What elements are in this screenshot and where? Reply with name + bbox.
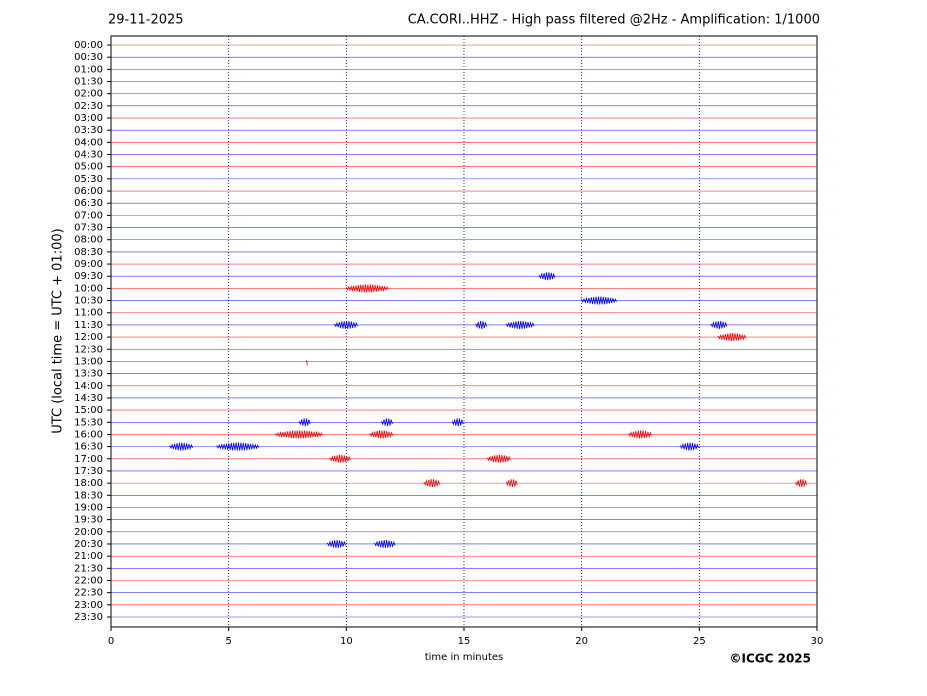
y-tick-label: 14:00 [74,381,103,392]
y-tick-label: 08:30 [74,247,103,258]
burst [345,284,389,293]
burst [505,479,518,488]
burst [381,418,393,427]
y-tick-label: 15:30 [74,417,103,428]
date: 29-11-2025 [108,13,184,28]
y-tick-label: 04:00 [74,137,103,148]
y-tick-label: 00:30 [74,52,103,63]
y-tick-label: 07:00 [74,210,103,221]
burst [275,430,323,439]
burst [334,320,358,329]
chart-title: CA.CORI..HHZ - High pass filtered @2Hz -… [408,13,820,28]
y-tick-label: 14:30 [74,393,103,404]
y-tick-label: 10:30 [74,296,103,307]
y-tick-label: 09:30 [74,271,103,282]
y-tick-label: 11:00 [74,308,103,319]
y-tick-label: 12:00 [74,332,103,343]
y-axis-label: UTC (local time = UTC + 01:00) [51,228,66,433]
y-tick-label: 20:00 [74,527,103,538]
burst [451,418,464,427]
x-tick-label: 10 [340,636,353,647]
x-tick-label: 0 [108,636,114,647]
x-axis-label: time in minutes [425,652,504,663]
y-tick-label: 20:30 [74,539,103,550]
y-tick-label: 00:00 [74,40,103,51]
y-tick-label: 01:00 [74,64,103,75]
y-tick-label: 02:00 [74,89,103,100]
y-tick-label: 06:00 [74,186,103,197]
y-tick-label: 07:30 [74,223,103,234]
y-tick-label: 15:00 [74,405,103,416]
y-tick-label: 17:30 [74,466,103,477]
y-tick-label: 16:30 [74,442,103,453]
y-tick-label: 19:30 [74,515,103,526]
y-tick-label: 05:30 [74,174,103,185]
y-tick-label: 03:00 [74,113,103,124]
y-tick-label: 22:00 [74,575,103,586]
y-tick-label: 22:30 [74,588,103,599]
burst [305,360,308,366]
y-tick-label: 06:30 [74,198,103,209]
burst [475,320,487,329]
y-tick-label: 12:30 [74,344,103,355]
burst [628,430,652,439]
burst [538,272,556,281]
burst [298,418,311,427]
y-tick-label: 05:00 [74,162,103,173]
copyright: ©ICGC 2025 [729,652,811,666]
y-tick-label: 21:00 [74,551,103,562]
x-tick-label: 30 [811,636,824,647]
burst [717,333,747,342]
y-tick-label: 18:30 [74,490,103,501]
burst [795,479,807,488]
y-tick-label: 13:00 [74,356,103,367]
y-tick-label: 21:30 [74,563,103,574]
burst [487,454,511,463]
x-tick-label: 5 [225,636,231,647]
burst [423,479,440,488]
y-tick-label: 16:00 [74,429,103,440]
y-tick-label: 17:00 [74,454,103,465]
burst [329,454,351,463]
burst [369,430,394,439]
burst [581,296,617,305]
burst [680,442,699,451]
y-tick-label: 11:30 [74,320,103,331]
y-tick-label: 03:30 [74,125,103,136]
y-tick-label: 18:00 [74,478,103,489]
x-tick-label: 25 [693,636,706,647]
y-tick-label: 19:00 [74,502,103,513]
x-tick-label: 15 [458,636,471,647]
burst [169,442,193,451]
y-tick-label: 23:30 [74,612,103,623]
y-tick-label: 04:30 [74,150,103,161]
burst [327,539,346,548]
burst [710,320,728,329]
y-tick-label: 13:30 [74,369,103,380]
burst [505,320,535,329]
y-tick-label: 02:30 [74,101,103,112]
y-tick-label: 08:00 [74,235,103,246]
y-tick-label: 10:00 [74,283,103,294]
burst [374,539,396,549]
plot-frame [110,35,818,628]
burst [216,442,260,451]
x-tick-label: 20 [575,636,588,647]
y-tick-label: 23:00 [74,600,103,611]
y-tick-label: 01:30 [74,77,103,88]
y-tick-label: 09:00 [74,259,103,270]
